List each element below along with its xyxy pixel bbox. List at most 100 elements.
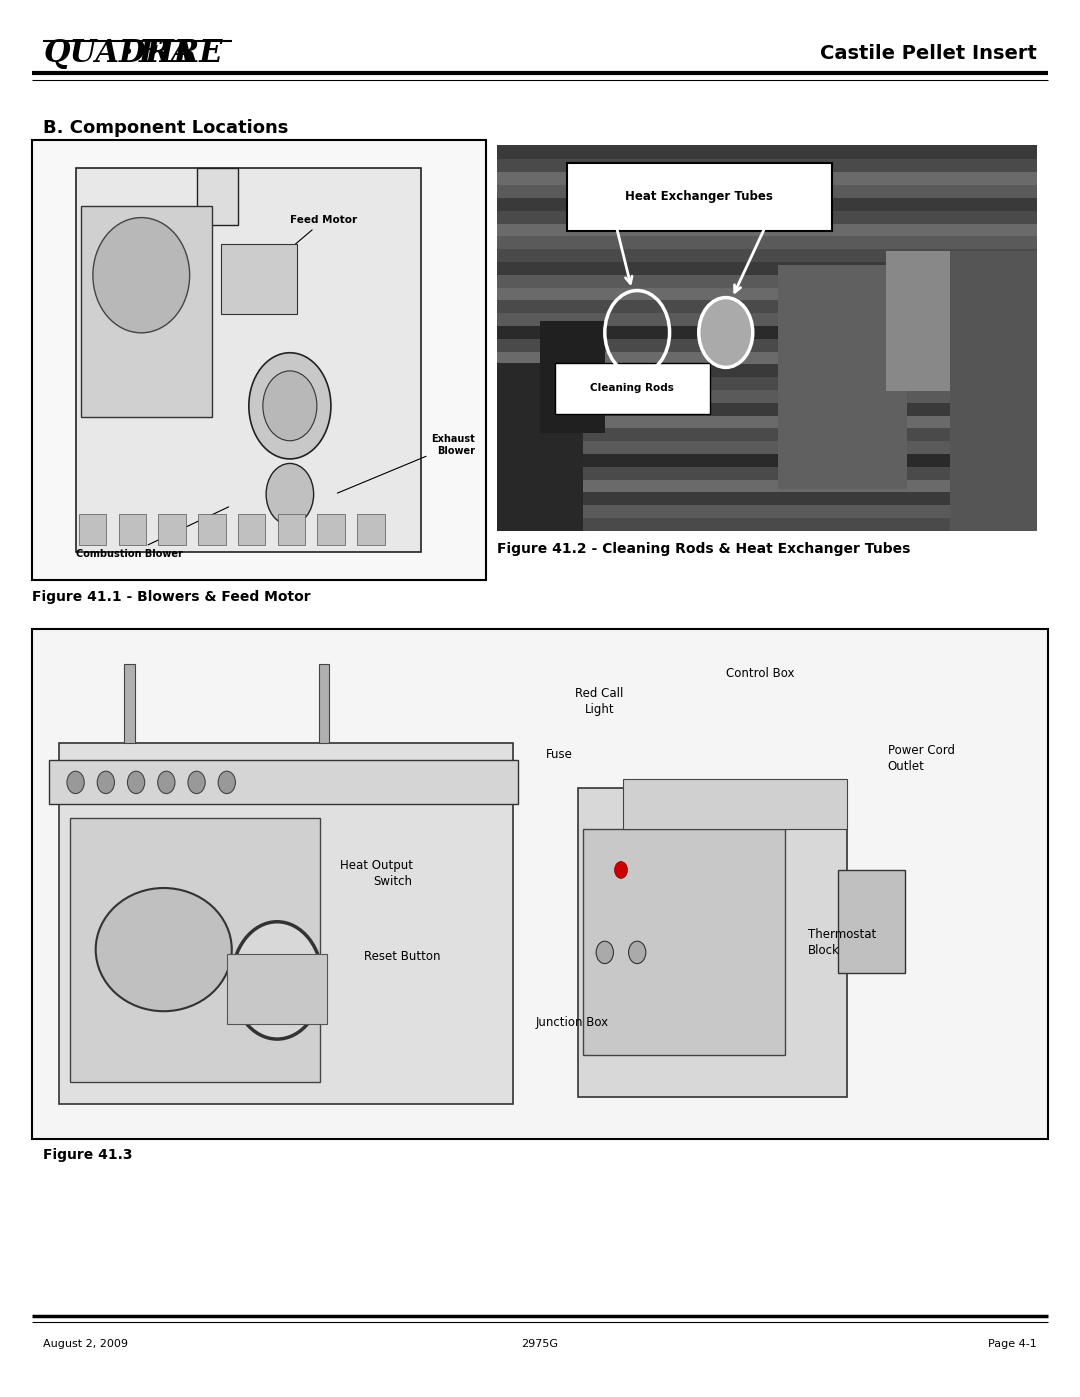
Text: Figure 41.3: Figure 41.3 bbox=[43, 1148, 133, 1162]
Bar bbox=[198, 514, 226, 545]
Bar bbox=[497, 312, 1037, 326]
Bar bbox=[497, 363, 583, 531]
Text: Combustion Blower: Combustion Blower bbox=[76, 507, 229, 559]
Bar bbox=[583, 828, 785, 1056]
Bar bbox=[497, 299, 1037, 313]
Circle shape bbox=[262, 370, 316, 441]
Bar bbox=[32, 140, 486, 580]
Bar bbox=[497, 453, 1037, 467]
Bar bbox=[578, 788, 847, 1097]
Text: QUADRA: QUADRA bbox=[43, 38, 194, 68]
Text: Figure 41.1 - Blowers & Feed Motor: Figure 41.1 - Blowers & Feed Motor bbox=[32, 590, 311, 604]
Bar bbox=[497, 427, 1037, 441]
Circle shape bbox=[97, 771, 114, 793]
Bar bbox=[227, 954, 327, 1024]
Text: B. Component Locations: B. Component Locations bbox=[43, 119, 288, 137]
Circle shape bbox=[67, 771, 84, 793]
Circle shape bbox=[248, 353, 330, 458]
Bar bbox=[497, 415, 1037, 429]
Text: Page 4-1: Page 4-1 bbox=[988, 1338, 1037, 1350]
Bar bbox=[622, 780, 847, 828]
Bar bbox=[497, 247, 1037, 263]
Bar bbox=[76, 168, 421, 552]
Text: August 2, 2009: August 2, 2009 bbox=[43, 1338, 129, 1350]
Bar bbox=[838, 870, 905, 974]
Circle shape bbox=[158, 771, 175, 793]
Text: Heat Output
Switch: Heat Output Switch bbox=[339, 859, 413, 887]
Circle shape bbox=[699, 298, 753, 367]
Bar bbox=[497, 465, 1037, 479]
Circle shape bbox=[188, 771, 205, 793]
Bar bbox=[318, 514, 345, 545]
Text: Fuse: Fuse bbox=[546, 747, 572, 761]
Bar bbox=[778, 265, 907, 489]
Bar bbox=[497, 222, 1037, 236]
Bar bbox=[49, 760, 518, 805]
FancyBboxPatch shape bbox=[555, 363, 710, 414]
Circle shape bbox=[596, 942, 613, 964]
Bar bbox=[238, 514, 266, 545]
Bar bbox=[319, 664, 329, 743]
Text: Castile Pellet Insert: Castile Pellet Insert bbox=[820, 43, 1037, 63]
Bar bbox=[497, 158, 1037, 172]
Bar bbox=[497, 184, 1037, 198]
Bar bbox=[497, 274, 1037, 288]
Circle shape bbox=[218, 771, 235, 793]
Ellipse shape bbox=[93, 218, 190, 332]
Bar bbox=[497, 376, 1037, 390]
Text: Junction Box: Junction Box bbox=[536, 1016, 609, 1030]
Bar bbox=[497, 351, 1037, 365]
Bar bbox=[497, 145, 1037, 159]
Bar bbox=[497, 492, 1037, 506]
Bar bbox=[81, 207, 213, 418]
Bar bbox=[32, 629, 1048, 1139]
Bar bbox=[124, 664, 135, 743]
Circle shape bbox=[232, 922, 323, 1039]
Bar bbox=[357, 514, 384, 545]
Bar bbox=[497, 147, 1037, 531]
Text: Reset Button: Reset Button bbox=[364, 950, 441, 964]
Text: Figure 41.2 - Cleaning Rods & Heat Exchanger Tubes: Figure 41.2 - Cleaning Rods & Heat Excha… bbox=[497, 542, 910, 556]
Ellipse shape bbox=[96, 888, 232, 1011]
Text: Control Box: Control Box bbox=[726, 666, 794, 680]
Bar bbox=[497, 504, 1037, 518]
Circle shape bbox=[615, 862, 627, 879]
Bar bbox=[886, 251, 972, 391]
Bar bbox=[119, 514, 146, 545]
Bar bbox=[497, 388, 1037, 402]
Text: FIRE: FIRE bbox=[138, 38, 222, 68]
Bar bbox=[497, 363, 1037, 377]
Bar bbox=[497, 235, 1037, 249]
Bar bbox=[497, 478, 1037, 493]
Bar bbox=[497, 338, 1037, 352]
Text: Exhaust
Blower: Exhaust Blower bbox=[337, 434, 475, 493]
Bar bbox=[497, 324, 1037, 338]
Bar bbox=[70, 817, 320, 1081]
Bar bbox=[497, 170, 1037, 186]
Bar bbox=[497, 286, 1037, 300]
Circle shape bbox=[629, 942, 646, 964]
Text: ·: · bbox=[122, 38, 133, 68]
Text: Heat Exchanger Tubes: Heat Exchanger Tubes bbox=[625, 190, 773, 204]
Bar bbox=[197, 168, 238, 225]
Bar bbox=[497, 210, 1037, 224]
Bar bbox=[278, 514, 306, 545]
Bar bbox=[497, 440, 1037, 454]
Text: Cleaning Rods: Cleaning Rods bbox=[591, 383, 674, 394]
Text: Feed Motor: Feed Motor bbox=[261, 215, 357, 274]
Bar bbox=[159, 514, 186, 545]
FancyBboxPatch shape bbox=[567, 163, 832, 231]
Bar bbox=[220, 244, 297, 314]
Bar bbox=[497, 517, 1037, 531]
Text: Thermostat
Block: Thermostat Block bbox=[808, 929, 876, 957]
Text: Power Cord
Outlet: Power Cord Outlet bbox=[888, 745, 955, 773]
Bar bbox=[497, 261, 1037, 275]
Bar bbox=[497, 401, 1037, 416]
Circle shape bbox=[127, 771, 145, 793]
Text: Red Call
Light: Red Call Light bbox=[576, 687, 623, 715]
Circle shape bbox=[266, 464, 313, 525]
Text: 2975G: 2975G bbox=[522, 1338, 558, 1350]
Bar bbox=[540, 321, 605, 433]
Bar bbox=[950, 251, 1037, 531]
Bar bbox=[497, 197, 1037, 211]
